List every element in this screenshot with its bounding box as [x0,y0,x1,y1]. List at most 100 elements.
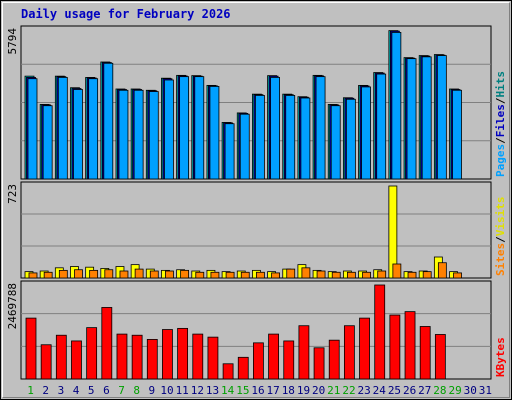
x-tick-label: 31 [479,384,492,397]
bar-pages [164,79,174,180]
bar-pages [148,91,159,180]
bar-kbytes [131,334,143,380]
x-tick-label: 18 [282,384,295,397]
bar-pages [88,78,99,180]
x-tick-label: 14 [221,384,235,397]
bar-pages [361,86,371,180]
bar-pages [345,98,356,180]
bar-sites [58,269,68,279]
bar-sites [28,272,38,279]
bar-pages [255,95,265,180]
bar-kbytes [146,339,158,380]
bar-kbytes [207,336,219,380]
bar-pages [270,77,280,180]
bar-pages [42,105,53,180]
bar-kbytes [374,284,386,380]
legend-separator: / [494,97,507,104]
bar-kbytes [86,327,98,380]
bar-pages [57,77,68,180]
x-tick-label: 27 [418,384,431,397]
x-tick-label: 26 [403,384,416,397]
bar-pages [406,58,417,180]
x-tick-label: 19 [297,384,310,397]
x-tick-label: 9 [149,384,156,397]
bar-sites [225,271,235,279]
bar-pages [315,76,326,180]
x-tick-label: 20 [312,384,325,397]
x-tick-label: 29 [448,384,461,397]
bar-sites [104,269,114,279]
bar-kbytes [268,333,279,380]
bar-kbytes [71,340,82,380]
bar-pages [194,76,205,180]
bar-kbytes [328,339,340,380]
bar-sites [407,271,417,279]
x-tick-label: 4 [73,384,80,397]
bar-pages [421,56,432,180]
legend-entry: Sites [494,243,507,276]
legend-entry: Hits [494,71,507,98]
bar-pages [133,89,144,180]
bar-kbytes [253,342,264,380]
bar-sites [362,271,371,279]
bar-pages [330,105,341,180]
legend-entry: Pages [494,144,507,177]
bar-sites [377,270,387,279]
legend-separator: / [494,137,507,144]
bar-pages [73,89,83,180]
bar-kbytes [313,347,325,380]
x-tick-label: 10 [160,384,173,397]
legend-3: KBytes [494,337,507,377]
plot-area-2 [20,181,492,279]
bar-sites [422,271,432,279]
bar-kbytes [389,314,401,380]
bar-pages [300,97,311,180]
bar-pages [436,55,447,180]
bar-pages [118,89,129,180]
bar-sites [256,271,265,279]
bar-sites [74,269,83,279]
bar-sites [286,268,296,279]
x-tick-label: 25 [388,384,401,397]
bar-kbytes [192,333,204,380]
bar-kbytes [404,311,416,380]
bar-sites [240,271,250,279]
bar-sites [316,270,326,279]
bar-pages [103,62,114,180]
bar-kbytes [116,333,128,380]
x-tick-label: 30 [464,384,477,397]
bar-sites [180,269,190,279]
bar-sites [331,271,341,279]
chart-title: Daily usage for February 2026 [21,7,231,21]
bar-sites [195,271,205,279]
bar-kbytes [237,356,249,380]
x-tick-label: 2 [42,384,49,397]
bar-kbytes [40,344,52,380]
bar-sites [346,271,356,279]
bar-kbytes [434,334,446,380]
x-tick-label: 8 [133,384,140,397]
bar-kbytes [25,317,37,380]
bar-sites [119,270,129,279]
bar-kbytes [162,329,173,380]
legend-1: Pages/Files/Hits [494,71,507,177]
y-max-label: 5794 [6,28,19,55]
bar-pages [391,32,402,180]
legend-entry: Files [494,104,507,137]
x-tick-label: 16 [251,384,264,397]
bar-sites [301,267,311,279]
legend-2: Sites/Visits [494,197,507,277]
bar-pages [209,86,220,180]
bar-kbytes [419,326,431,380]
x-tick-label: 23 [358,384,371,397]
x-tick-label: 11 [176,384,189,397]
x-tick-label: 1 [27,384,34,397]
bar-pages [27,78,38,180]
x-tick-label: 21 [327,384,340,397]
bar-kbytes [177,327,189,380]
bar-pages [224,123,235,180]
bar-kbytes [283,340,295,380]
